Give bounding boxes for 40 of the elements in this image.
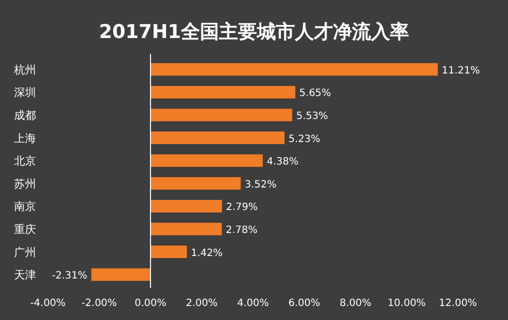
bar — [150, 200, 222, 212]
x-tick-label: 6.00% — [288, 298, 320, 309]
bar — [91, 268, 150, 281]
data-label: 4.38% — [266, 156, 299, 168]
bar — [150, 63, 438, 76]
data-label: -2.31% — [52, 270, 88, 282]
data-label: 2.78% — [226, 225, 258, 236]
y-tick-label: 苏州 — [14, 177, 36, 190]
data-label: 11.21% — [442, 65, 480, 76]
y-tick-label: 成都 — [14, 109, 36, 122]
y-tick-label: 深圳 — [14, 86, 36, 100]
x-tick-label: 4.00% — [237, 298, 269, 309]
y-tick-label: 上海 — [14, 132, 36, 145]
bar — [150, 246, 187, 258]
bar — [150, 132, 285, 144]
x-tick-label: 8.00% — [340, 298, 372, 309]
y-tick-label: 天津 — [14, 268, 36, 282]
data-label: 5.23% — [288, 134, 320, 145]
x-tick-label: 0.00% — [134, 298, 166, 309]
data-label: 5.53% — [296, 111, 328, 122]
x-tick-label: -4.00% — [30, 298, 66, 309]
data-label: 5.65% — [299, 88, 332, 100]
data-label: 2.79% — [226, 202, 258, 214]
x-tick-label: 12.00% — [438, 298, 478, 309]
y-tick-label: 广州 — [14, 246, 36, 259]
x-tick-label: -2.00% — [82, 298, 117, 309]
data-label: 1.42% — [190, 248, 223, 259]
x-tick-label: 10.00% — [388, 298, 426, 309]
bar — [150, 154, 263, 167]
bar — [150, 86, 296, 98]
x-tick-label: 2.00% — [186, 298, 218, 309]
bar — [150, 222, 222, 236]
chart-title: 2017H1全国主要城市人才净流入率 — [98, 21, 410, 43]
data-label: 3.52% — [244, 179, 276, 190]
y-tick-label: 重庆 — [14, 223, 36, 236]
y-tick-label: 杭州 — [13, 63, 36, 76]
y-tick-label: 南京 — [14, 200, 36, 214]
bar — [150, 108, 292, 122]
bar — [150, 177, 241, 190]
y-tick-label: 北京 — [14, 154, 36, 168]
